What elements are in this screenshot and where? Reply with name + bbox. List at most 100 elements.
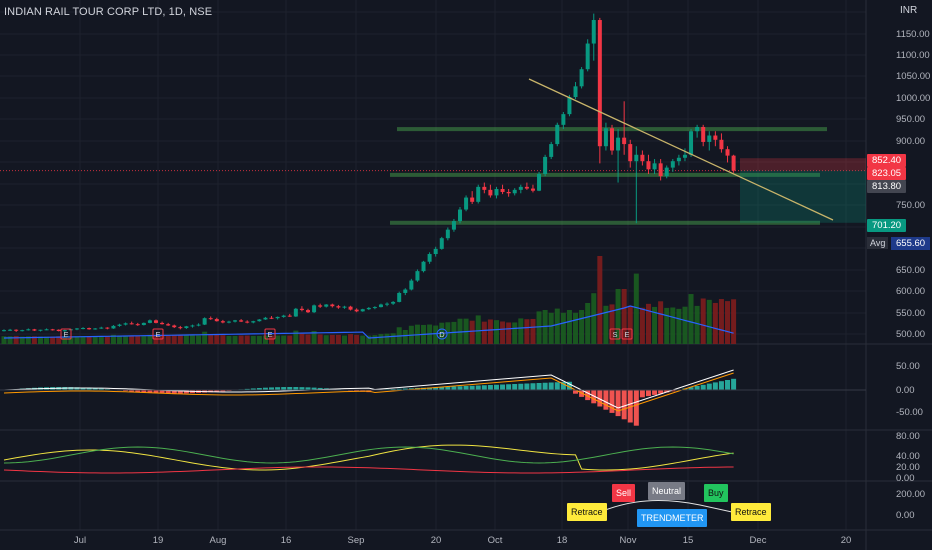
macd-histogram-bar <box>269 387 275 391</box>
trend-retrace-left: Retrace <box>567 503 607 521</box>
macd-histogram-bar <box>548 382 554 391</box>
volume-bar <box>694 305 700 344</box>
candle-body <box>378 304 383 308</box>
volume-bar <box>135 335 141 344</box>
candle-body <box>707 135 712 142</box>
candle-body <box>233 320 238 322</box>
macd-histogram-bar <box>487 385 493 391</box>
macd-histogram-bar <box>457 386 463 391</box>
price-tick: 650.00 <box>896 265 925 276</box>
time-tick: Dec <box>750 535 767 546</box>
volume-bar <box>335 334 341 344</box>
candle-body <box>427 254 432 262</box>
event-marker-label: D <box>439 330 445 339</box>
grid-lines <box>0 0 866 530</box>
dmi-tick: 40.00 <box>896 451 920 462</box>
candle-body <box>342 306 347 308</box>
price-tick: 750.00 <box>896 200 925 211</box>
chart-title: INDIAN RAIL TOUR CORP LTD, 1D, NSE <box>4 6 213 18</box>
volume-bar <box>159 335 165 344</box>
macd-line <box>3 369 734 409</box>
candle-body <box>81 328 86 330</box>
dmi-tick: 0.00 <box>896 473 915 484</box>
candle-body <box>494 188 499 196</box>
candle-body <box>713 135 718 140</box>
volume-bar <box>706 299 712 344</box>
macd-histogram-bar <box>250 388 256 391</box>
candle-body <box>44 329 49 331</box>
candle-body <box>123 323 128 325</box>
time-tick: Nov <box>620 535 637 546</box>
candle-body <box>695 126 700 132</box>
volume-bar <box>639 307 645 344</box>
volume-bar <box>323 335 329 344</box>
candle-body <box>348 306 353 310</box>
candle-body <box>26 329 31 331</box>
downtrend-line <box>528 78 834 221</box>
volume-bar <box>37 336 43 344</box>
volume-bar <box>329 334 335 344</box>
macd-histogram-bar <box>214 390 220 392</box>
volume-bar <box>177 335 183 344</box>
candle-body <box>336 306 341 308</box>
candle-body <box>616 137 621 151</box>
candle-body <box>476 186 481 202</box>
macd-histogram-bar <box>220 390 226 392</box>
avg-value: 655.60 <box>891 237 931 250</box>
candle-body <box>725 149 730 156</box>
macd-histogram-bar <box>275 387 281 391</box>
volume-bar <box>688 294 694 344</box>
macd-histogram-bar <box>500 384 506 391</box>
macd-histogram-bar <box>287 387 293 391</box>
time-tick: Sep <box>348 535 365 546</box>
volume-bar <box>712 302 718 344</box>
candle-body <box>245 321 250 323</box>
macd-histogram-bar <box>597 390 603 407</box>
candle-body <box>111 325 116 329</box>
volume-bar <box>433 325 439 344</box>
macd-histogram-bar <box>700 384 706 391</box>
price-tick: 1100.00 <box>896 50 930 61</box>
macd-histogram-bar <box>627 390 633 423</box>
candle-body <box>591 20 596 44</box>
volume-bar <box>165 335 171 344</box>
adx-line <box>3 444 734 471</box>
candle-body <box>354 309 359 312</box>
event-marker-frame <box>152 328 164 340</box>
volume-bar <box>603 305 609 344</box>
candle-body <box>488 189 493 196</box>
trendline[interactable] <box>528 78 834 221</box>
candle-body <box>701 126 706 142</box>
volume-bar <box>597 256 603 344</box>
volume-bar <box>658 301 664 344</box>
price-tick: 550.00 <box>896 308 925 319</box>
volume-bar <box>250 335 256 344</box>
macd-pane <box>0 369 866 426</box>
candle-body <box>14 329 19 331</box>
price-tag-low: 701.20 <box>867 219 907 232</box>
volume-bar <box>731 299 737 344</box>
currency-label[interactable]: INR <box>900 5 918 16</box>
candle-body <box>524 186 529 189</box>
candle-body <box>573 86 578 98</box>
candle-body <box>208 318 213 320</box>
volume-bar <box>348 334 354 344</box>
trendmeter-arc <box>599 500 733 513</box>
macd-histogram-bar <box>62 387 68 391</box>
candle-body <box>32 329 37 331</box>
macd-histogram-bar <box>512 384 518 391</box>
macd-histogram-bar <box>688 387 694 391</box>
event-marker-frame <box>60 328 72 340</box>
volume-bar <box>19 336 25 344</box>
dmi-tick: 20.00 <box>896 462 920 473</box>
volume-bars <box>1 256 737 344</box>
volume-bar <box>281 335 287 344</box>
volume-bar <box>566 310 572 344</box>
candle-body <box>555 124 560 145</box>
macd-histogram-bar <box>645 390 651 397</box>
volume-bar <box>481 321 487 344</box>
macd-histogram-bar <box>718 381 724 391</box>
macd-histogram-bar <box>159 390 165 394</box>
